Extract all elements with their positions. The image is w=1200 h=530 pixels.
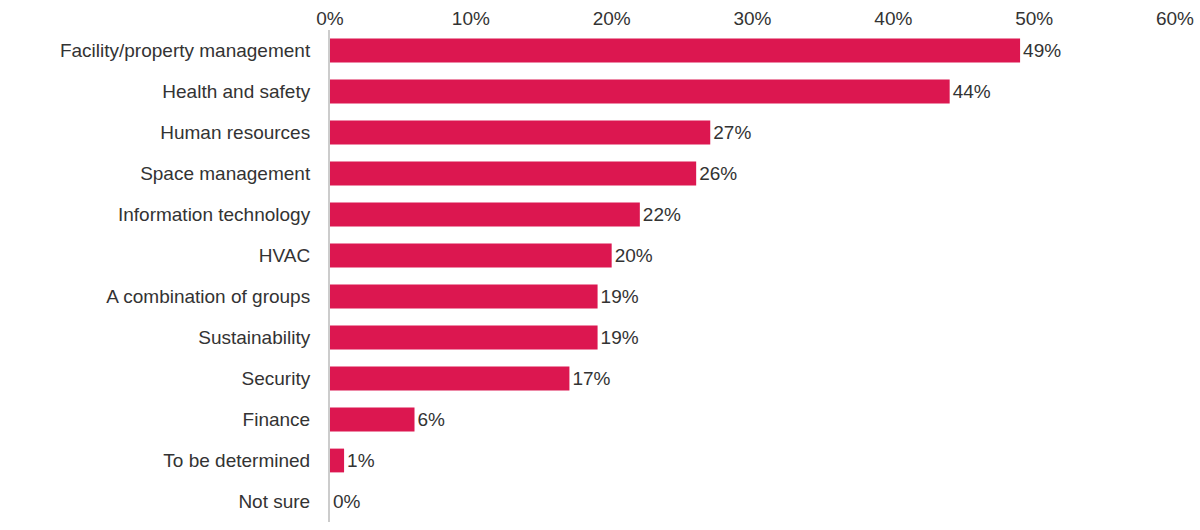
- svg-text:27%: 27%: [713, 122, 751, 143]
- svg-text:50%: 50%: [1015, 8, 1053, 29]
- svg-text:20%: 20%: [615, 245, 653, 266]
- svg-text:Sustainability: Sustainability: [198, 327, 310, 348]
- svg-text:Space management: Space management: [140, 163, 311, 184]
- svg-text:Information technology: Information technology: [118, 204, 311, 225]
- svg-text:Finance: Finance: [243, 409, 311, 430]
- svg-text:60%: 60%: [1156, 8, 1194, 29]
- svg-text:26%: 26%: [699, 163, 737, 184]
- svg-text:0%: 0%: [333, 491, 361, 512]
- svg-text:44%: 44%: [953, 81, 991, 102]
- svg-text:Security: Security: [242, 368, 311, 389]
- svg-text:40%: 40%: [874, 8, 912, 29]
- svg-text:Facility/property management: Facility/property management: [60, 40, 311, 61]
- svg-text:0%: 0%: [316, 8, 344, 29]
- svg-text:20%: 20%: [593, 8, 631, 29]
- svg-text:Human resources: Human resources: [160, 122, 310, 143]
- svg-text:19%: 19%: [601, 327, 639, 348]
- svg-text:30%: 30%: [733, 8, 771, 29]
- svg-text:49%: 49%: [1023, 40, 1061, 61]
- svg-text:HVAC: HVAC: [259, 245, 310, 266]
- svg-text:22%: 22%: [643, 204, 681, 225]
- svg-text:17%: 17%: [572, 368, 610, 389]
- svg-text:Not sure: Not sure: [238, 491, 310, 512]
- svg-text:A combination of groups: A combination of groups: [106, 286, 310, 307]
- svg-text:1%: 1%: [347, 450, 375, 471]
- svg-text:6%: 6%: [418, 409, 446, 430]
- svg-text:To be determined: To be determined: [163, 450, 310, 471]
- svg-text:19%: 19%: [601, 286, 639, 307]
- svg-text:10%: 10%: [452, 8, 490, 29]
- svg-text:Health and safety: Health and safety: [162, 81, 310, 102]
